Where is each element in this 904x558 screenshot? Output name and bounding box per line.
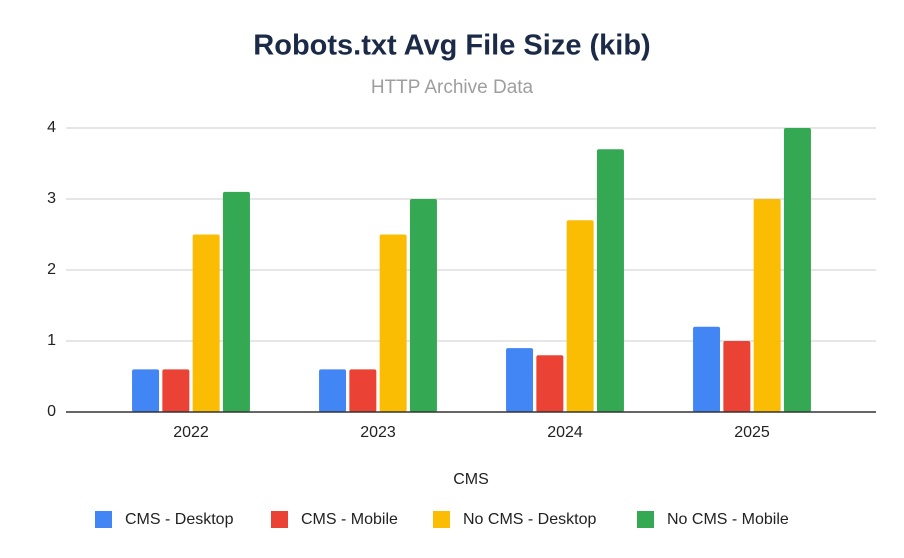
legend-label: CMS - Desktop	[125, 511, 234, 528]
bar	[132, 369, 160, 412]
chart-title: Robots.txt Avg File Size (kib)	[253, 30, 650, 62]
legend-label: No CMS - Desktop	[463, 511, 596, 528]
x-axis-title: CMS	[453, 471, 489, 488]
legend-swatch	[433, 511, 450, 528]
legend-swatch	[95, 511, 112, 528]
y-tick-label: 2	[47, 261, 56, 278]
x-tick-label: 2024	[547, 424, 583, 441]
legend-swatch	[637, 511, 654, 528]
bar	[319, 369, 347, 412]
bar	[379, 234, 407, 412]
y-tick-label: 1	[47, 332, 56, 349]
y-tick-label: 0	[47, 403, 56, 420]
x-tick-label: 2025	[734, 424, 770, 441]
bar	[506, 348, 534, 412]
bar	[222, 191, 250, 412]
bar	[349, 369, 377, 412]
legend-swatch	[271, 511, 288, 528]
y-tick-label: 4	[47, 119, 56, 136]
chart-subtitle: HTTP Archive Data	[371, 77, 534, 98]
bar	[409, 199, 437, 412]
x-tick-label: 2022	[173, 424, 209, 441]
bar	[723, 341, 751, 412]
bar	[596, 149, 624, 413]
bar	[753, 199, 781, 412]
legend-label: No CMS - Mobile	[667, 511, 789, 528]
y-tick-label: 3	[47, 190, 56, 207]
bar	[693, 326, 721, 412]
legend-label: CMS - Mobile	[301, 511, 398, 528]
bar	[536, 355, 564, 412]
bar	[192, 234, 220, 412]
x-tick-label: 2023	[360, 424, 396, 441]
bar	[783, 128, 811, 412]
bar	[162, 369, 190, 412]
bar	[566, 220, 594, 412]
